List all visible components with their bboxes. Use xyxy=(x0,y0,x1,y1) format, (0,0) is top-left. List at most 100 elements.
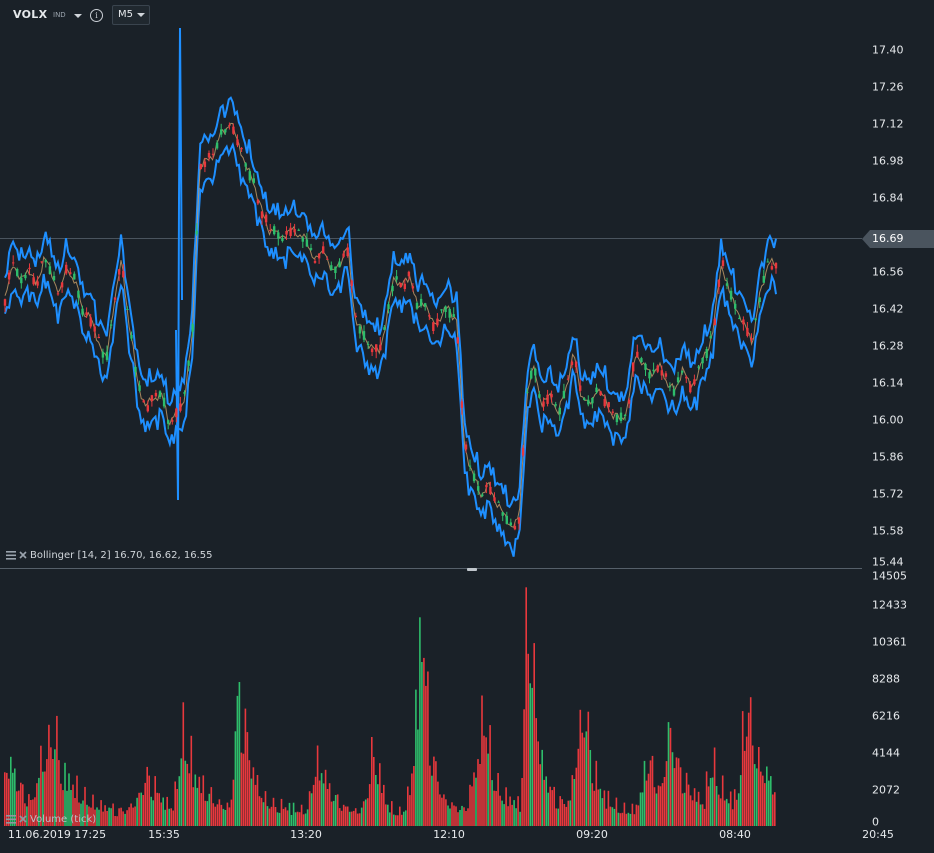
bollinger-legend[interactable]: Bollinger [14, 2] 16.70, 16.62, 16.55 xyxy=(6,550,212,561)
volume-bar xyxy=(182,702,185,826)
close-icon[interactable] xyxy=(19,551,27,559)
candle-body xyxy=(538,394,541,398)
volume-bar xyxy=(671,752,674,826)
candle-body xyxy=(693,379,696,385)
volume-bar xyxy=(553,786,555,826)
volume-bar xyxy=(298,812,301,826)
volume-bar xyxy=(270,806,273,826)
volume-bar xyxy=(290,815,293,826)
candle-body xyxy=(709,336,712,339)
volume-bar xyxy=(417,729,419,826)
price-tick: 16.98 xyxy=(872,154,904,168)
volume-bar xyxy=(758,747,760,826)
volume-bar xyxy=(403,811,405,826)
candle-body xyxy=(3,299,7,306)
volume-bar xyxy=(607,790,610,826)
info-icon[interactable]: i xyxy=(90,9,103,22)
candle-body xyxy=(354,315,357,317)
volume-bar xyxy=(180,758,183,826)
volume-bar xyxy=(573,779,576,826)
volume-bar xyxy=(445,799,447,826)
candle-body xyxy=(12,262,15,264)
volume-bar xyxy=(513,800,515,826)
volume-bar xyxy=(377,784,379,826)
volume-bar xyxy=(379,763,381,826)
volume-legend[interactable]: Volume (tick) xyxy=(6,814,96,825)
volume-bar xyxy=(366,798,369,826)
volume-bar xyxy=(741,711,744,826)
volume-bar xyxy=(375,775,377,826)
candle-body xyxy=(44,260,47,263)
volume-bar xyxy=(186,763,189,826)
volume-bar xyxy=(659,786,662,826)
candle-body xyxy=(428,315,431,317)
candle-body xyxy=(370,348,374,353)
volume-bar xyxy=(196,787,199,826)
volume-tick: 12433 xyxy=(872,598,907,612)
volume-bar xyxy=(236,695,239,826)
candle-body xyxy=(493,497,496,501)
volume-bar xyxy=(200,793,203,826)
volume-bar xyxy=(194,774,197,826)
volume-bar xyxy=(601,798,604,826)
volume-bar xyxy=(276,812,279,826)
volume-bar xyxy=(76,775,78,826)
volume-bar xyxy=(409,795,411,826)
candle-body xyxy=(36,281,39,286)
symbol-label[interactable]: VOLX xyxy=(13,8,48,21)
menu-icon[interactable] xyxy=(6,550,16,560)
pane-resize-handle[interactable] xyxy=(467,568,477,571)
volume-bar xyxy=(302,814,305,826)
volume-bar xyxy=(320,773,323,826)
volume-bar xyxy=(114,816,116,826)
volume-label: Volume (tick) xyxy=(30,814,97,825)
volume-bar xyxy=(324,769,327,826)
timeframe-select[interactable]: M5 xyxy=(112,5,150,25)
candle-body xyxy=(338,261,341,268)
bollinger-label: Bollinger [14, 2] 16.70, 16.62, 16.55 xyxy=(30,550,213,561)
volume-bar xyxy=(427,671,429,826)
candle-body xyxy=(644,363,647,370)
volume-bar xyxy=(126,810,128,826)
candle-body xyxy=(664,373,668,377)
volume-bar xyxy=(322,783,325,826)
volume-bar xyxy=(46,759,48,826)
volume-tick: 8288 xyxy=(872,672,900,686)
volume-bar xyxy=(96,807,98,826)
volume-bar xyxy=(316,745,319,826)
volume-bar xyxy=(481,695,483,826)
candle-body xyxy=(668,386,672,388)
candle-body xyxy=(701,358,704,364)
volume-bar xyxy=(663,777,666,826)
volume-bar xyxy=(479,764,481,826)
candle-body xyxy=(391,285,394,292)
close-icon[interactable] xyxy=(19,815,27,823)
price-tick: 15.86 xyxy=(872,450,904,464)
volume-bar xyxy=(30,800,32,826)
candle-body xyxy=(150,395,154,401)
volume-bar xyxy=(84,786,86,826)
volume-bar xyxy=(64,762,66,826)
volume-bar xyxy=(583,737,586,826)
volume-bar xyxy=(527,653,529,826)
volume-bar xyxy=(715,786,718,826)
chevron-down-icon[interactable] xyxy=(74,14,82,18)
volume-bar xyxy=(475,777,477,826)
volume-bar xyxy=(713,747,716,826)
volume-bar xyxy=(523,709,525,826)
volume-bar xyxy=(599,788,602,826)
volume-bar xyxy=(232,779,235,826)
candle-body xyxy=(754,318,757,321)
volume-bar xyxy=(575,767,578,826)
candle-body xyxy=(607,402,610,408)
volume-bar xyxy=(395,815,397,826)
volume-bar xyxy=(711,777,714,826)
candle-body xyxy=(440,309,443,311)
volume-bar xyxy=(288,802,291,826)
volume-bar xyxy=(100,800,102,826)
volume-bar xyxy=(569,800,572,826)
volume-bar xyxy=(248,760,251,826)
menu-icon[interactable] xyxy=(6,814,16,824)
